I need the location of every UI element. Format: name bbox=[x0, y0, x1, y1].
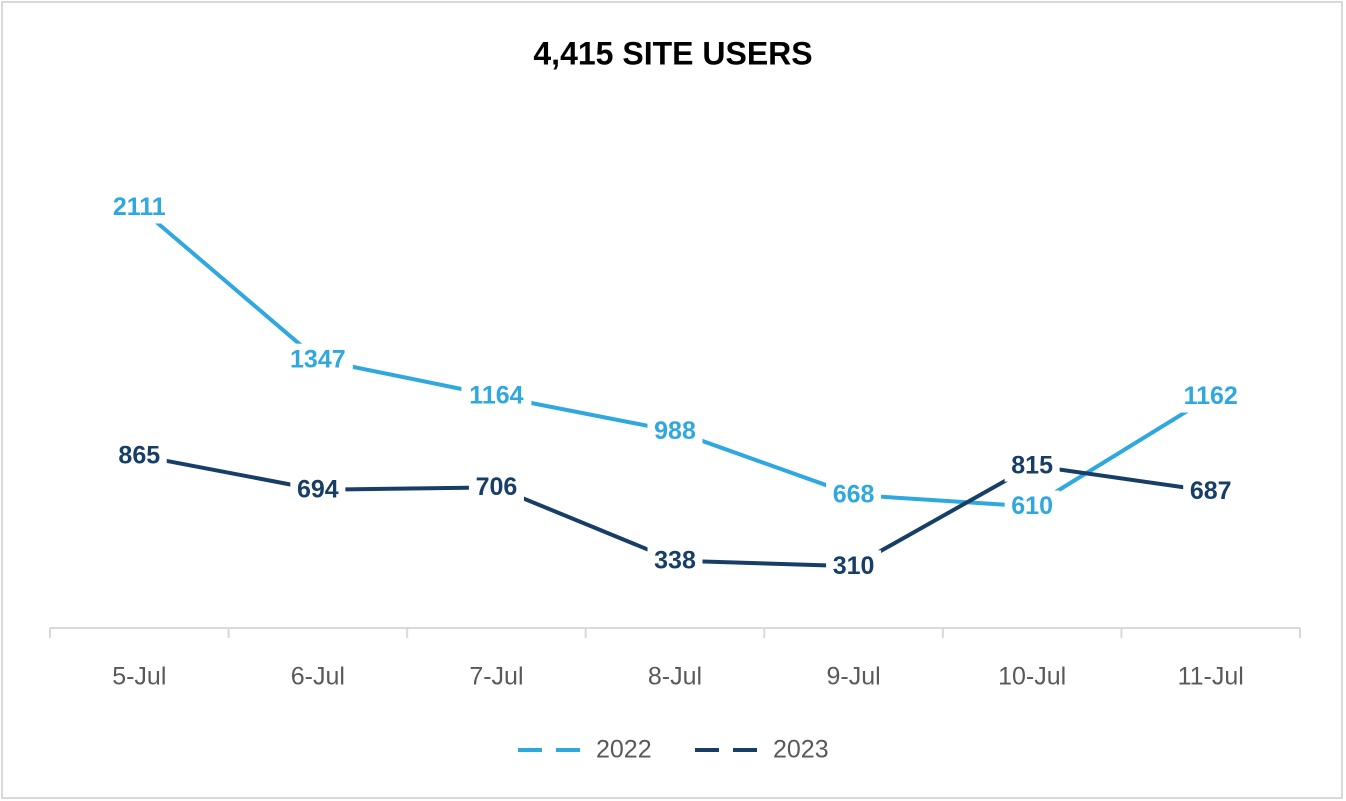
data-label: 310 bbox=[833, 552, 875, 580]
data-label-bg bbox=[1183, 475, 1239, 508]
data-label: 1347 bbox=[290, 345, 346, 373]
chart-title: 4,415 SITE USERS bbox=[533, 35, 812, 71]
data-label-bg bbox=[111, 439, 167, 472]
legend-label: 2022 bbox=[596, 736, 652, 764]
data-label-bg bbox=[104, 191, 175, 224]
data-label: 865 bbox=[118, 441, 160, 469]
data-label: 694 bbox=[297, 475, 339, 503]
x-tick-label: 5-Jul bbox=[112, 663, 166, 691]
data-label: 668 bbox=[833, 481, 875, 509]
data-label: 610 bbox=[1011, 492, 1053, 520]
data-label-bg bbox=[290, 473, 346, 506]
x-tick-label: 8-Jul bbox=[648, 663, 702, 691]
data-label-bg bbox=[468, 471, 524, 504]
data-label-bg bbox=[826, 550, 882, 583]
data-label-bg bbox=[1004, 449, 1060, 482]
data-label-bg bbox=[1175, 380, 1246, 413]
data-label: 687 bbox=[1190, 477, 1232, 505]
data-label-bg bbox=[826, 478, 882, 511]
data-label: 338 bbox=[654, 546, 696, 574]
legend-label: 2023 bbox=[773, 736, 829, 764]
data-label: 988 bbox=[654, 417, 696, 445]
data-label: 815 bbox=[1011, 451, 1053, 479]
x-tick-label: 7-Jul bbox=[469, 663, 523, 691]
data-label: 706 bbox=[476, 473, 518, 501]
data-label-bg bbox=[647, 415, 703, 448]
data-label-bg bbox=[282, 343, 353, 376]
x-tick-label: 11-Jul bbox=[1178, 663, 1244, 691]
data-label: 1162 bbox=[1184, 382, 1238, 410]
data-label: 2111 bbox=[113, 193, 166, 221]
x-tick-label: 9-Jul bbox=[826, 663, 880, 691]
data-label-bg bbox=[461, 380, 532, 413]
x-tick-label: 10-Jul bbox=[998, 663, 1066, 691]
data-label-bg bbox=[1004, 490, 1060, 523]
data-label-bg bbox=[647, 544, 703, 577]
x-tick-label: 6-Jul bbox=[291, 663, 345, 691]
data-label: 1164 bbox=[469, 382, 523, 410]
